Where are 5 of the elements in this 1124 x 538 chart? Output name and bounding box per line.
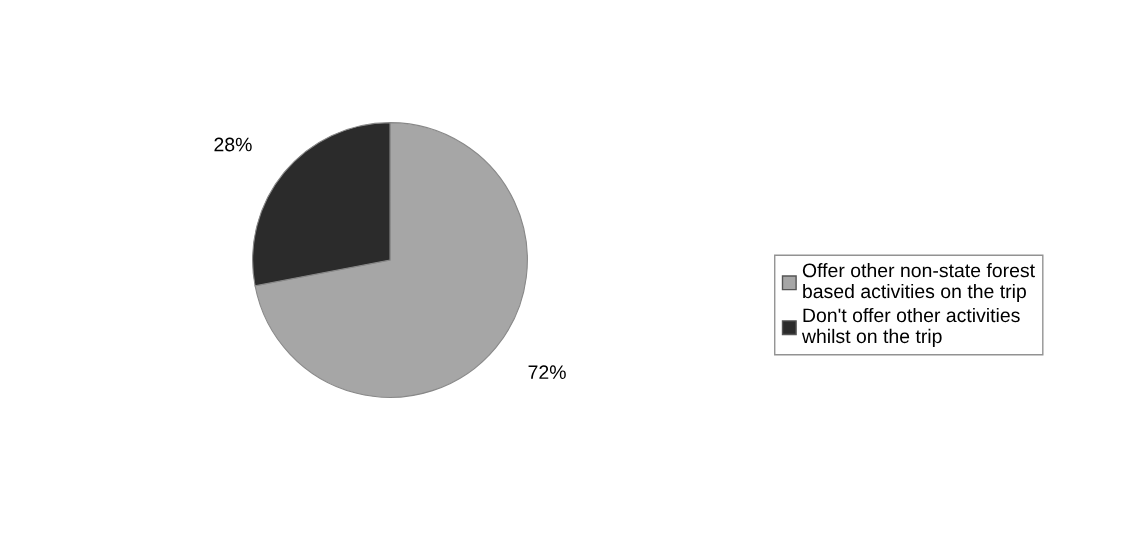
- legend-label: Don't offer other activities whilst on the trip: [801, 307, 1020, 347]
- data-label: 28%: [214, 137, 252, 152]
- pie-slice: [254, 122, 528, 398]
- legend-label: Offer other non-state forest based activities on the trip: [802, 263, 1035, 303]
- data-label: 72%: [528, 365, 566, 379]
